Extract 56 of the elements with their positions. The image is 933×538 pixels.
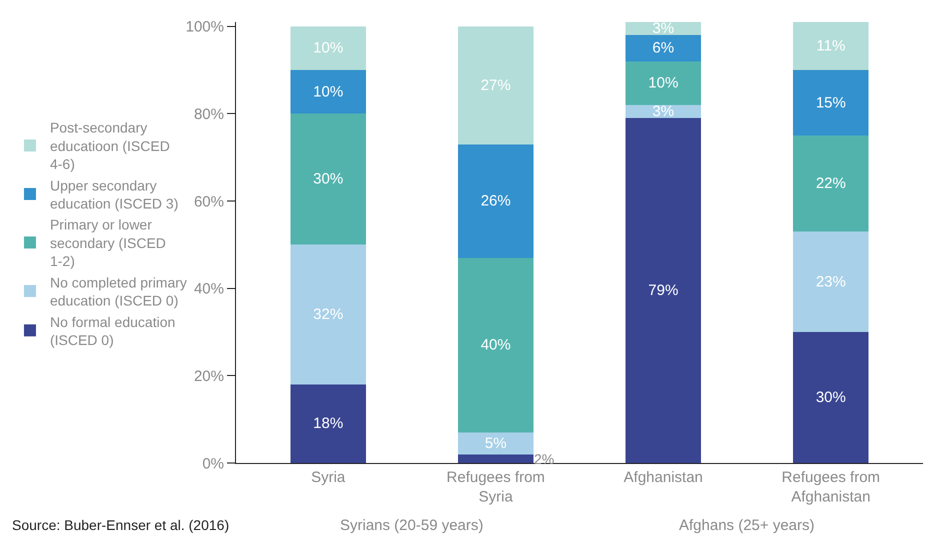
- data-label: 3%: [652, 103, 674, 120]
- data-label: 6%: [652, 40, 674, 57]
- data-label: 5%: [484, 434, 507, 452]
- legend-label: No formal education (ISCED 0): [50, 314, 176, 348]
- data-label: 23%: [816, 273, 846, 290]
- data-label: 26%: [480, 192, 511, 210]
- y-tick-label: 0%: [202, 455, 224, 472]
- y-tick-label: 20%: [194, 368, 224, 385]
- y-tick-label: 60%: [194, 193, 224, 210]
- bar: [626, 61, 701, 105]
- data-label: 79%: [648, 282, 678, 300]
- bar: [290, 26, 366, 70]
- text: Afghans (25+ years): [679, 517, 814, 534]
- legend-label: Post-secondary educatioon (ISCED 4-6): [50, 120, 170, 172]
- x-tick-label: Afghanistan: [624, 469, 703, 486]
- data-label: 32%: [313, 306, 344, 324]
- data-label: 2%: [534, 451, 554, 467]
- legend-label: Upper secondary education (ISCED 3): [50, 177, 178, 212]
- bar: [290, 244, 366, 384]
- bar: [793, 232, 869, 332]
- text: Syrians (20-59 years): [340, 517, 484, 534]
- legend-label: No completed primary education (ISCED 0): [50, 274, 187, 309]
- data-label: 10%: [648, 74, 678, 92]
- data-label: 10%: [313, 83, 344, 100]
- y-tick-label: 40%: [194, 280, 224, 298]
- data-label: 27%: [480, 76, 511, 94]
- bar: [458, 144, 534, 258]
- bar: [458, 26, 534, 144]
- x-tick-label: Refugees from Afghanistan: [782, 469, 880, 506]
- x-tick-label: Syria: [311, 469, 346, 486]
- data-label: 3%: [652, 20, 674, 38]
- source-note: Source: Buber-Ennser et al. (2016): [12, 517, 230, 533]
- bar: [290, 384, 366, 463]
- bar: [458, 454, 534, 463]
- data-label: 15%: [816, 94, 846, 112]
- data-label: 30%: [313, 170, 344, 188]
- data-label: 22%: [816, 175, 846, 192]
- bar: [793, 70, 869, 136]
- bar: [793, 332, 869, 463]
- bar: [793, 136, 869, 232]
- bar: [290, 70, 366, 114]
- data-label: 11%: [816, 38, 846, 55]
- bar: [458, 432, 534, 454]
- data-label: 30%: [816, 389, 846, 406]
- y-tick-label: 80%: [194, 106, 224, 123]
- bar: [626, 118, 701, 463]
- bar: [290, 114, 366, 245]
- x-tick-label: Refugees from Syria: [446, 469, 545, 506]
- bar: [793, 22, 869, 70]
- data-label: 18%: [313, 415, 344, 432]
- data-label: 10%: [313, 40, 344, 57]
- bar: [458, 258, 534, 432]
- data-label: 40%: [480, 336, 511, 354]
- y-tick-label: 100%: [186, 18, 224, 36]
- bar: [626, 35, 701, 62]
- legend-label: Primary or lower secondary (ISCED 1-2): [50, 216, 166, 270]
